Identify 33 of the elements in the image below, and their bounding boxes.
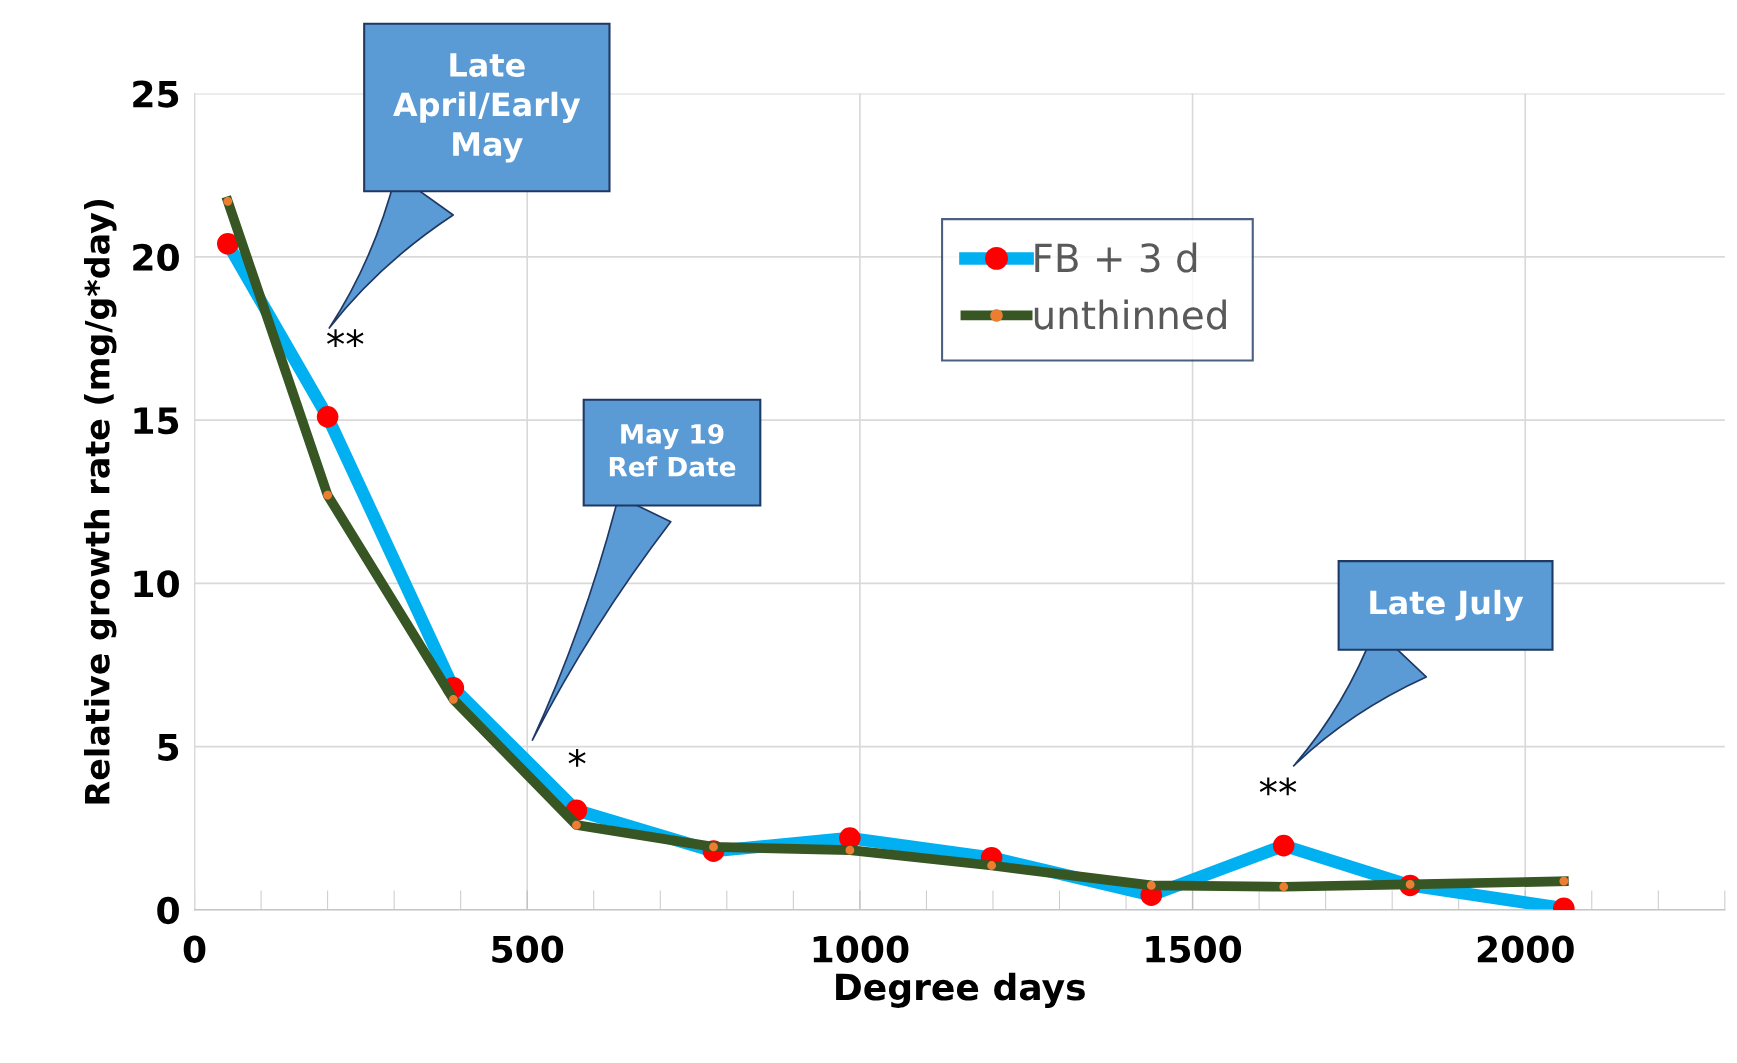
legend-label: unthinned xyxy=(1034,299,1226,330)
point xyxy=(1559,876,1569,886)
annotation: May 19 Ref Date xyxy=(609,423,736,477)
x-axis-title: Degree days xyxy=(836,972,1085,1008)
annotation: * xyxy=(568,748,586,767)
point xyxy=(1279,882,1289,892)
y-tick-label: 15 xyxy=(134,407,179,435)
point xyxy=(223,196,233,206)
point xyxy=(845,845,855,855)
y-tick-label: 10 xyxy=(134,570,179,598)
x-tick-label: 2000 xyxy=(1477,935,1574,963)
annotation: Late July xyxy=(1370,589,1524,621)
x-tick-label: 1000 xyxy=(813,935,909,963)
x-tick-label: 500 xyxy=(492,935,564,963)
point xyxy=(987,861,997,870)
point xyxy=(323,490,333,500)
y-axis-title: Relative growth rate (mg/g*day) xyxy=(83,199,117,804)
x-tick-label: 1500 xyxy=(1146,935,1242,963)
point xyxy=(572,820,581,830)
annotation: ** xyxy=(1259,777,1297,796)
point xyxy=(1272,834,1295,857)
point xyxy=(316,406,339,428)
annotation: ** xyxy=(326,329,364,348)
point xyxy=(1146,881,1156,890)
y-tick-label: 0 xyxy=(157,896,179,925)
y-tick-label: 20 xyxy=(133,243,179,272)
annotation: Late April/Early May xyxy=(393,53,581,163)
y-tick-label: 5 xyxy=(158,734,179,761)
x-tick-label: 0 xyxy=(183,935,206,963)
point xyxy=(217,232,239,255)
y-tick-label: 25 xyxy=(133,80,179,108)
legend-label: FB + 3 d xyxy=(1035,242,1197,273)
point xyxy=(448,694,458,704)
